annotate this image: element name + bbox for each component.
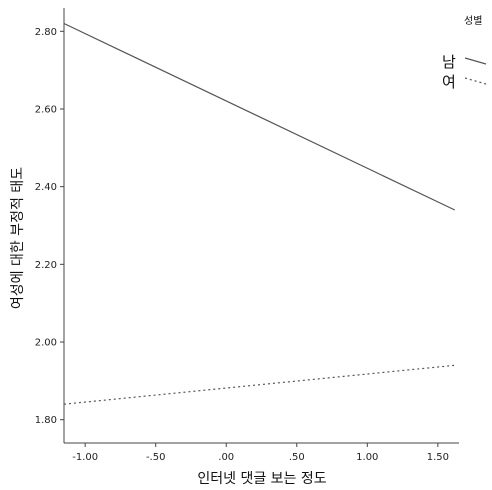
x-ticks: -1.00 -.50 .00 .50 1.00 1.50	[72, 443, 449, 463]
x-tick-label: .00	[218, 452, 234, 463]
legend-swatch	[464, 77, 487, 85]
legend: 성별 남여	[442, 15, 487, 91]
y-tick-label: 2.60	[35, 104, 57, 115]
x-tick-label: .50	[289, 452, 305, 463]
axes	[63, 8, 459, 444]
series-line-male	[63, 22, 456, 211]
x-axis-title: 인터넷 댓글 보는 정도	[197, 471, 326, 487]
x-tick-label: 1.00	[356, 452, 378, 463]
series-group	[63, 22, 456, 405]
y-axis-title: 여성에 대한 부정적 태도	[10, 167, 26, 309]
x-tick-label: -1.00	[72, 452, 98, 463]
legend-title: 성별	[464, 15, 482, 27]
legend-label: 여	[442, 73, 456, 91]
y-tick-label: 1.80	[35, 415, 57, 426]
y-tick-label: 2.20	[35, 260, 57, 271]
y-ticks: 1.80 2.00 2.20 2.40 2.60 2.80	[35, 27, 64, 426]
x-tick-label: -.50	[146, 452, 166, 463]
y-tick-label: 2.00	[35, 338, 57, 349]
legend-swatch	[464, 57, 487, 65]
y-tick-label: 2.80	[35, 27, 57, 38]
y-tick-label: 2.40	[35, 182, 57, 193]
series-line-female	[63, 364, 455, 405]
legend-label: 남	[442, 53, 456, 71]
x-tick-label: 1.50	[427, 452, 449, 463]
